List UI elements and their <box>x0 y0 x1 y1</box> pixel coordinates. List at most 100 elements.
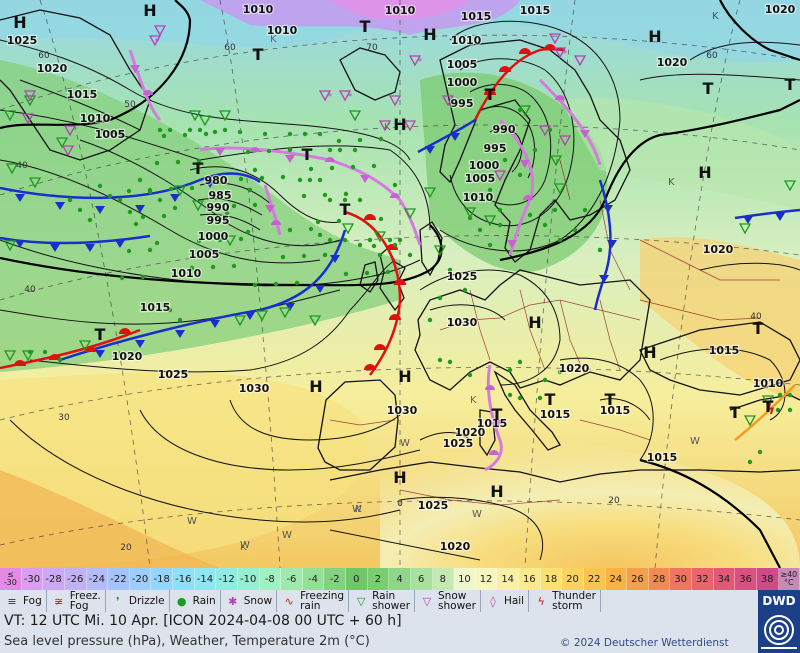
scale-swatch: 34 <box>713 568 736 590</box>
warm-front-marker <box>49 354 61 360</box>
rain-dot <box>350 164 356 170</box>
rain-dot <box>307 177 313 183</box>
scale-swatch: 20 <box>562 568 584 590</box>
scale-swatch: -20 <box>129 568 152 590</box>
rain-dot <box>168 186 174 192</box>
rain-dot <box>126 188 132 194</box>
latitude-label: 20 <box>120 543 132 553</box>
scale-swatch: 10 <box>454 568 476 590</box>
scale-swatch: 36 <box>735 568 757 590</box>
warm-front-marker <box>484 89 496 95</box>
snow-shower-symbol <box>493 170 507 182</box>
isobar-value: 1010 <box>171 267 202 280</box>
rain-dot <box>294 280 300 286</box>
rain-dot <box>352 147 358 153</box>
rain-dot <box>133 221 139 227</box>
warm-front-marker <box>394 279 406 285</box>
dwd-logo[interactable]: DWD <box>758 590 800 653</box>
snow-shower-symbol <box>441 95 455 107</box>
isobar-value: 1005 <box>95 128 126 141</box>
scale-swatch: -6 <box>281 568 303 590</box>
rain-dot <box>147 247 153 253</box>
scale-swatch: 18 <box>540 568 563 590</box>
rain-shower-symbol <box>78 340 92 352</box>
rain-shower-symbol <box>3 350 17 362</box>
rain-shower-symbol <box>28 177 42 189</box>
cold-front-marker <box>15 194 25 202</box>
isobar-value: 1000 <box>198 230 229 243</box>
rain-dot <box>297 177 303 183</box>
snow-symbol: * <box>418 57 422 66</box>
rain-dot <box>238 236 244 242</box>
rain-shower-symbol <box>743 415 757 427</box>
low-pressure-label: T <box>193 159 204 178</box>
occluded-front-marker <box>325 157 335 162</box>
isobar-value: 980 <box>205 174 228 187</box>
rain-shower-symbol <box>761 395 775 407</box>
snow-shower-symbol <box>573 55 587 67</box>
rain-dot <box>371 243 377 249</box>
rain-shower-symbol <box>223 235 237 247</box>
rain-dot <box>467 372 473 378</box>
scale-swatch: -30 <box>21 568 44 590</box>
rain-dot <box>67 197 73 203</box>
isobar-value: 1025 <box>418 499 449 512</box>
latitude-label: 0 <box>397 499 403 509</box>
cold-front-marker <box>285 303 295 311</box>
rain-dot <box>364 270 370 276</box>
cold-front-marker <box>775 213 785 221</box>
cold-front-marker <box>315 285 325 293</box>
scale-swatch: -18 <box>151 568 173 590</box>
cold-front-marker <box>210 320 220 328</box>
wind-symbol: W <box>282 530 292 541</box>
k-symbol: K <box>270 34 277 45</box>
low-pressure-label: T <box>360 17 371 36</box>
rain-dot <box>378 216 384 222</box>
cold-front-marker <box>599 275 609 283</box>
rain-dot <box>322 252 328 258</box>
rain-shower-symbol <box>3 240 17 252</box>
freezing-rain-icon: ∿ <box>284 594 294 608</box>
rain-dot <box>189 185 195 191</box>
rain-dot <box>527 212 533 218</box>
isobar-value: 1020 <box>112 350 143 363</box>
rain-dot <box>397 237 403 243</box>
scale-swatch: ≤ -30 <box>0 568 22 590</box>
low-pressure-label: T <box>95 325 106 344</box>
front-symbols[interactable] <box>14 44 785 455</box>
isobar-value: 1020 <box>455 426 486 439</box>
latitude-label: 60 <box>38 51 50 61</box>
legend-label: Snow shower <box>438 590 476 612</box>
legend-item: ✱ Snow <box>221 590 278 612</box>
rain-shower-symbol <box>518 105 532 117</box>
rain-dot <box>167 307 173 313</box>
rain-shower-symbol <box>21 350 35 362</box>
wind-symbol: W <box>472 509 482 520</box>
latitude-label: 50 <box>124 100 136 110</box>
warm-front-marker <box>14 360 26 366</box>
isobar-value: 1000 <box>469 159 500 172</box>
cold-front-marker <box>95 350 105 358</box>
rain-shower-icon: ▽ <box>356 594 366 608</box>
rain-dot <box>315 219 321 225</box>
latitude-label: 40 <box>750 312 762 322</box>
thunderstorm-icon: ϟ <box>537 594 545 608</box>
rain-shower-symbol <box>483 215 497 227</box>
latitude-label: 70 <box>366 43 378 53</box>
high-pressure-label: H <box>698 163 711 182</box>
rain-dot <box>287 227 293 233</box>
isobar-value: 985 <box>209 189 232 202</box>
isobar-value: 1030 <box>447 316 478 329</box>
freezing-fog-icon: ≆ <box>54 594 64 608</box>
high-pressure-label: H <box>423 25 436 44</box>
pressure-centers: H H T T H T H T T H T T H T T H H H H T T T T T H H T <box>13 1 795 501</box>
scale-swatch: -22 <box>108 568 130 590</box>
rain-dot <box>447 359 453 365</box>
cold-front-marker <box>607 240 617 248</box>
rain-shower-symbol <box>549 155 563 167</box>
isobar-value: 995 <box>451 97 474 110</box>
warm-front-marker <box>544 44 556 50</box>
warm-front-marker <box>119 328 131 334</box>
rain-dot <box>196 238 202 244</box>
high-pressure-label: H <box>13 13 26 32</box>
